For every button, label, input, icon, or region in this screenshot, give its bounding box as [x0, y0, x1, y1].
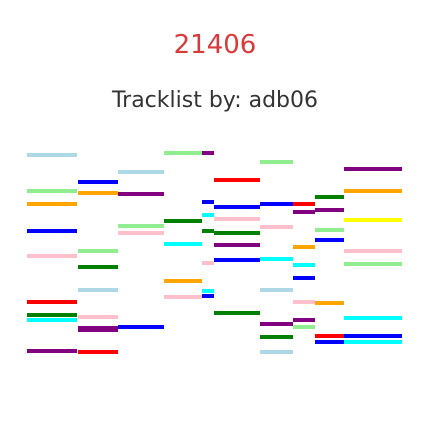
track-segment: [260, 335, 293, 339]
track-segment: [214, 178, 260, 182]
track-segment: [293, 210, 315, 214]
track-segment: [344, 218, 402, 222]
track-segment: [202, 294, 214, 298]
track-segment: [293, 245, 315, 249]
track-segment: [118, 231, 164, 235]
track-segment: [27, 254, 77, 258]
track-id-title: 21406: [173, 30, 257, 60]
track-segment: [78, 180, 118, 184]
track-segment: [27, 153, 77, 157]
track-segment: [214, 311, 260, 315]
track-segment: [118, 170, 164, 174]
track-segment: [293, 276, 315, 280]
track-segment: [27, 349, 77, 353]
track-segment: [315, 334, 344, 338]
track-segment: [344, 316, 402, 320]
track-segment: [315, 208, 344, 212]
track-segment: [260, 202, 293, 206]
track-segment: [78, 315, 118, 319]
track-segment: [27, 229, 77, 233]
track-segment: [202, 229, 214, 233]
track-segment: [78, 288, 118, 292]
track-segment: [164, 151, 202, 155]
track-segment: [78, 249, 118, 253]
track-segment: [202, 289, 214, 293]
track-segment: [260, 322, 293, 326]
track-segment: [344, 249, 402, 253]
track-segment: [164, 279, 202, 283]
track-segment: [315, 195, 344, 199]
track-segment: [293, 300, 315, 304]
track-segment: [293, 325, 315, 329]
track-segment: [118, 192, 164, 196]
track-segment: [78, 328, 118, 332]
track-segment: [315, 340, 344, 344]
track-segment: [260, 257, 293, 261]
track-segment: [164, 295, 202, 299]
track-segment: [315, 228, 344, 232]
track-segment: [118, 325, 164, 329]
track-segment: [214, 217, 260, 221]
track-segment: [202, 213, 214, 217]
track-segment: [344, 340, 402, 344]
track-segment: [260, 225, 293, 229]
track-segment: [344, 262, 402, 266]
track-segment: [78, 191, 118, 195]
track-segment: [27, 189, 77, 193]
track-segment: [27, 300, 77, 304]
track-segment: [214, 231, 260, 235]
track-segment: [214, 205, 260, 209]
track-segment: [78, 350, 118, 354]
track-segment: [202, 261, 214, 265]
track-segment: [214, 258, 260, 262]
track-segment: [315, 238, 344, 242]
track-segment: [118, 224, 164, 228]
tracklist-author: Tracklist by: adb06: [111, 88, 319, 113]
track-segment: [260, 160, 293, 164]
track-segment: [344, 167, 402, 171]
track-segment: [293, 318, 315, 322]
track-segment: [27, 202, 77, 206]
track-segment: [202, 151, 214, 155]
track-segment: [260, 288, 293, 292]
track-segment: [164, 242, 202, 246]
track-segment: [293, 263, 315, 267]
track-segment: [27, 318, 77, 322]
track-segment: [78, 265, 118, 269]
track-segment: [315, 301, 344, 305]
track-segment: [27, 313, 77, 317]
track-segment: [344, 334, 402, 338]
track-segment: [260, 350, 293, 354]
track-segment: [164, 219, 202, 223]
track-segment: [293, 202, 315, 206]
track-segment: [214, 243, 260, 247]
track-segment: [202, 200, 214, 204]
track-segment: [344, 189, 402, 193]
